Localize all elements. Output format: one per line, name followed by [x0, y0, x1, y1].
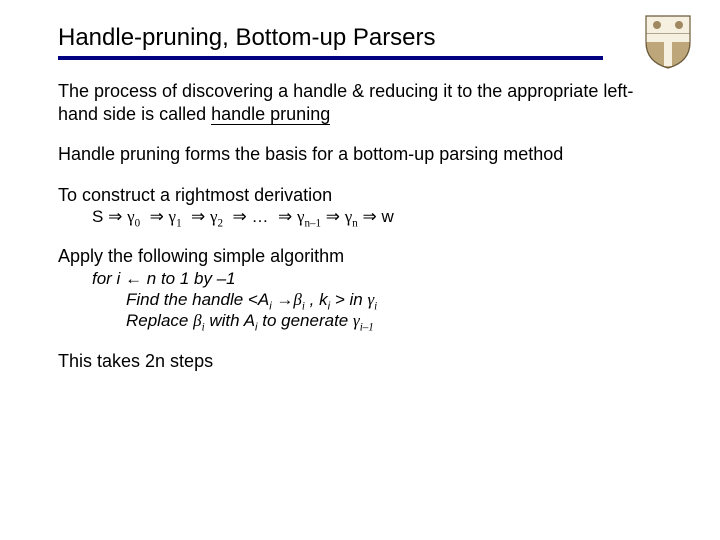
arrow-5: ⇒ [278, 207, 292, 226]
arrow-4: ⇒ [233, 207, 247, 226]
alg-find-b: , k [305, 290, 328, 309]
alg-replace-c: to generate [258, 311, 353, 330]
arrow-3: ⇒ [191, 207, 205, 226]
slide-body: The process of discovering a handle & re… [58, 80, 662, 372]
alg-for-b: n to 1 by –1 [142, 269, 236, 288]
paragraph-1: The process of discovering a handle & re… [58, 80, 662, 125]
paragraph-5: This takes 2n steps [58, 350, 662, 373]
p4-heading: Apply the following simple algorithm [58, 245, 662, 268]
paragraph-4: Apply the following simple algorithm for… [58, 245, 662, 331]
arrow-2: ⇒ [150, 207, 164, 226]
arrow-6: ⇒ [326, 207, 340, 226]
alg-replace-line: Replace βi with Ai to generate γi–1 [58, 310, 662, 331]
derivation-line: S ⇒ γ0 ⇒ γ1 ⇒ γ2 ⇒ … ⇒ γn–1 ⇒ γn ⇒ w [58, 206, 662, 227]
gamma-im1: γi–1 [353, 311, 374, 330]
p3-heading: To construct a rightmost derivation [58, 184, 662, 207]
slide-title: Handle-pruning, Bottom-up Parsers [58, 24, 662, 52]
gamma-nm1: γn–1 [297, 207, 321, 226]
alg-find-a: Find the handle <A [126, 290, 269, 309]
p1-text-a: The process of discovering a handle & re… [58, 81, 633, 124]
alg-replace-b: with A [205, 311, 255, 330]
gamma-i: γi [367, 290, 377, 309]
paragraph-3: To construct a rightmost derivation S ⇒ … [58, 184, 662, 228]
beta-i2: βi [193, 311, 205, 330]
dots: … [252, 207, 269, 226]
crest-logo [644, 14, 692, 70]
gamma-1: γ1 [169, 207, 182, 226]
arrow-1: ⇒ [108, 207, 122, 226]
gamma-n: γn [345, 207, 358, 226]
beta-i: βi [293, 290, 305, 309]
alg-find-c: > in [330, 290, 367, 309]
derivation-w: w [382, 207, 394, 226]
paragraph-2: Handle pruning forms the basis for a bot… [58, 143, 662, 166]
arrow-7: ⇒ [363, 207, 377, 226]
gamma-2: γ2 [210, 207, 223, 226]
alg-find-line: Find the handle <Ai →βi , ki > in γi [58, 289, 662, 310]
p1-text-b: handle pruning [211, 104, 330, 125]
alg-for-line: for i ← n to 1 by –1 [58, 268, 662, 289]
derivation-S: S [92, 207, 103, 226]
prod-arrow: → [276, 290, 293, 309]
alg-replace-a: Replace [126, 311, 193, 330]
title-underline [58, 56, 603, 60]
alg-for-a: for i [92, 269, 125, 288]
slide: Handle-pruning, Bottom-up Parsers The pr… [0, 0, 720, 540]
gamma-0: γ0 [127, 207, 140, 226]
left-arrow: ← [125, 269, 142, 288]
